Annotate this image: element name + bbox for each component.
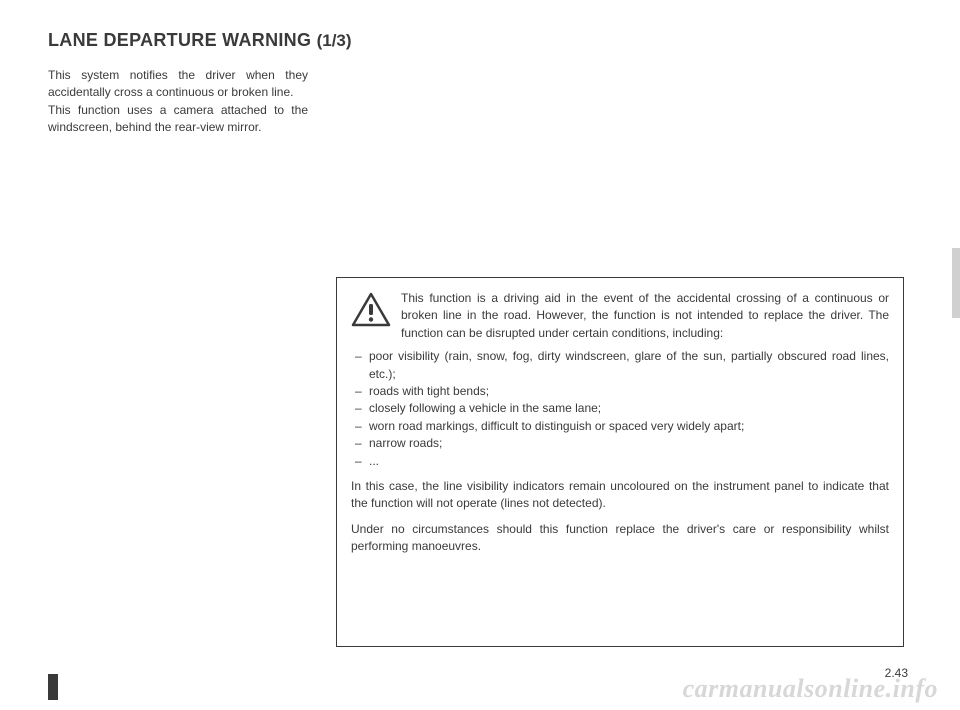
warning-paragraph-2: Under no circumstances should this funct… — [351, 521, 889, 556]
crop-mark-icon — [48, 674, 58, 700]
list-item: roads with tight bends; — [351, 383, 889, 400]
list-item: ... — [351, 453, 889, 470]
warning-list: poor visibility (rain, snow, fog, dirty … — [351, 348, 889, 470]
intro-column: This system notifies the driver when the… — [48, 67, 308, 137]
warning-head: This function is a driving aid in the ev… — [351, 290, 889, 342]
warning-column: This function is a driving aid in the ev… — [336, 67, 912, 137]
list-item: worn road markings, difficult to disting… — [351, 418, 889, 435]
intro-text: This system notifies the driver when the… — [48, 67, 308, 137]
manual-page: LANE DEPARTURE WARNING (1/3) This system… — [0, 0, 960, 710]
warning-lead-text: This function is a driving aid in the ev… — [401, 290, 889, 342]
content-columns: This system notifies the driver when the… — [48, 67, 912, 137]
page-title-part: (1/3) — [317, 31, 352, 50]
watermark-text: carmanualsonline.info — [683, 674, 938, 704]
warning-paragraph-1: In this case, the line visibility indica… — [351, 478, 889, 513]
page-title: LANE DEPARTURE WARNING — [48, 30, 317, 50]
section-tab — [952, 248, 960, 318]
list-item: closely following a vehicle in the same … — [351, 400, 889, 417]
list-item: poor visibility (rain, snow, fog, dirty … — [351, 348, 889, 383]
page-title-row: LANE DEPARTURE WARNING (1/3) — [48, 30, 912, 51]
warning-box: This function is a driving aid in the ev… — [336, 277, 904, 647]
warning-triangle-icon — [351, 292, 391, 333]
list-item: narrow roads; — [351, 435, 889, 452]
